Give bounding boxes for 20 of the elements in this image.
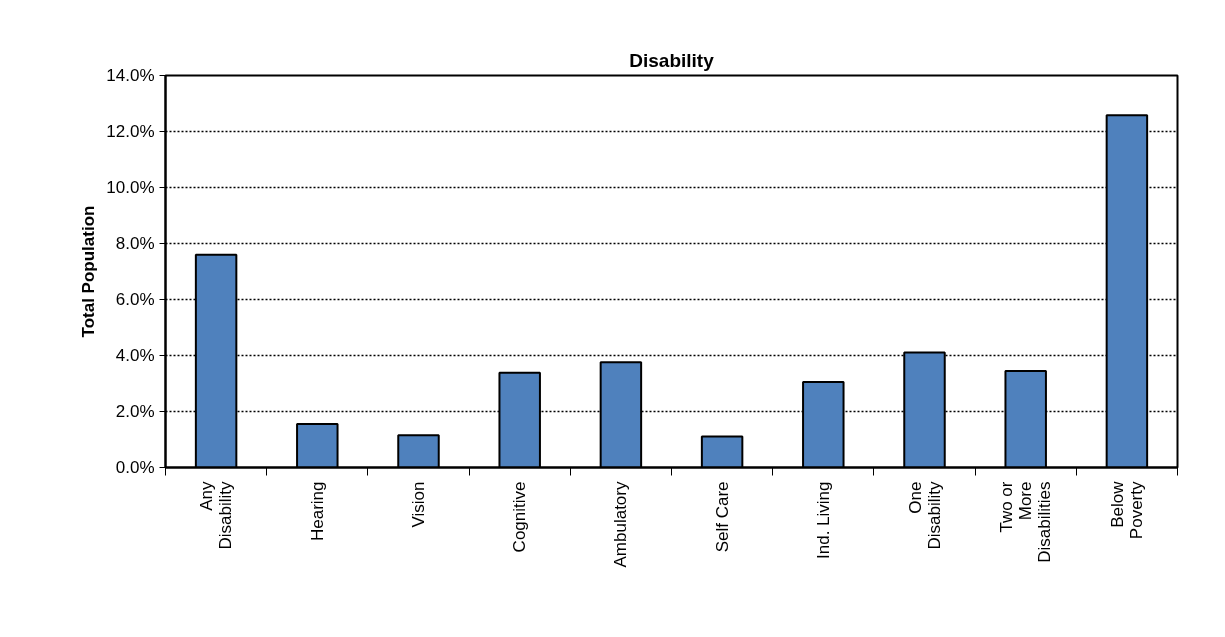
chart-title: Disability (629, 49, 715, 71)
x-tick-label: Ind. Living (813, 481, 833, 559)
y-tick-label: 4.0% (115, 346, 155, 365)
y-tick-label: 8.0% (115, 234, 155, 253)
x-tick-label: One Disability (905, 481, 944, 550)
y-tick-label: 2.0% (115, 402, 155, 421)
y-tick-label: 14.0% (106, 66, 155, 85)
x-tick-label: Vision (409, 481, 428, 528)
y-tick-label: 10.0% (106, 178, 155, 197)
x-tick-label: Hearing (307, 481, 327, 542)
x-tick-label: Cognitive (510, 481, 530, 553)
x-tick-label: Self Care (712, 481, 732, 553)
x-tick-label: Ambulatory (611, 481, 631, 568)
y-tick-label: 12.0% (106, 122, 155, 141)
y-tick-label: 6.0% (115, 290, 155, 309)
x-tick-label: Any Disability (197, 481, 236, 550)
y-axis-title: Total Population (79, 205, 99, 338)
y-tick-label: 0.0% (115, 458, 155, 477)
x-tick-label: Two or More Disabilities (997, 481, 1055, 563)
x-tick-label: Below Poverty (1107, 480, 1146, 540)
